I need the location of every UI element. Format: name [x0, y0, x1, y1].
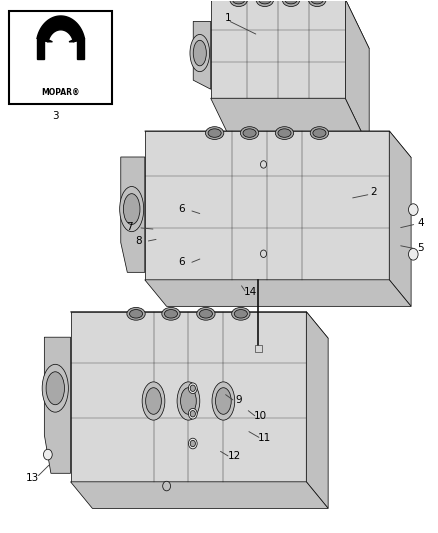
Ellipse shape — [215, 387, 231, 414]
Ellipse shape — [162, 308, 180, 320]
Text: 11: 11 — [258, 433, 272, 443]
Text: 7: 7 — [126, 222, 133, 232]
Text: 14: 14 — [244, 287, 257, 297]
Text: 5: 5 — [417, 243, 424, 253]
Circle shape — [409, 248, 418, 260]
Ellipse shape — [233, 0, 245, 4]
Circle shape — [188, 408, 197, 419]
Circle shape — [162, 481, 170, 491]
Ellipse shape — [311, 0, 323, 4]
Polygon shape — [71, 312, 328, 338]
Ellipse shape — [190, 35, 210, 71]
Text: MOPAR®: MOPAR® — [42, 88, 80, 97]
Text: 13: 13 — [25, 473, 39, 483]
Text: 2: 2 — [371, 187, 377, 197]
Ellipse shape — [142, 382, 165, 420]
Ellipse shape — [313, 129, 326, 138]
Circle shape — [190, 410, 195, 417]
Ellipse shape — [276, 127, 293, 140]
Polygon shape — [145, 131, 411, 158]
Ellipse shape — [42, 365, 68, 412]
Ellipse shape — [177, 382, 200, 420]
Ellipse shape — [120, 187, 144, 232]
Polygon shape — [145, 280, 411, 306]
Circle shape — [261, 250, 267, 257]
Ellipse shape — [310, 127, 328, 140]
Polygon shape — [44, 337, 71, 473]
Polygon shape — [121, 157, 145, 272]
Text: 6: 6 — [179, 257, 185, 267]
Ellipse shape — [208, 129, 221, 138]
Polygon shape — [306, 312, 328, 508]
Bar — [10, 11, 112, 104]
Ellipse shape — [212, 382, 235, 420]
Bar — [255, 345, 262, 352]
Text: 4: 4 — [417, 218, 424, 228]
Polygon shape — [69, 38, 85, 42]
Polygon shape — [211, 0, 369, 49]
Ellipse shape — [240, 127, 259, 140]
Polygon shape — [71, 312, 306, 482]
Text: 1: 1 — [224, 13, 231, 23]
Ellipse shape — [308, 0, 326, 6]
Text: 9: 9 — [235, 395, 242, 406]
Ellipse shape — [232, 308, 250, 320]
Ellipse shape — [259, 0, 271, 4]
Text: 12: 12 — [228, 451, 241, 461]
Ellipse shape — [285, 0, 297, 4]
Polygon shape — [211, 0, 345, 98]
Ellipse shape — [243, 129, 256, 138]
Ellipse shape — [180, 387, 196, 414]
Circle shape — [190, 440, 195, 447]
Text: 10: 10 — [254, 411, 267, 422]
Polygon shape — [211, 98, 369, 148]
Ellipse shape — [130, 310, 143, 318]
Polygon shape — [71, 482, 328, 508]
Ellipse shape — [124, 193, 140, 224]
Ellipse shape — [234, 310, 247, 318]
Circle shape — [43, 449, 52, 460]
Ellipse shape — [256, 0, 274, 6]
Circle shape — [409, 204, 418, 215]
Circle shape — [188, 383, 197, 393]
Circle shape — [190, 385, 195, 391]
Polygon shape — [345, 0, 369, 148]
Text: 8: 8 — [135, 236, 141, 246]
Ellipse shape — [164, 310, 177, 318]
Polygon shape — [37, 38, 53, 42]
Ellipse shape — [193, 41, 206, 66]
Text: 6: 6 — [179, 204, 185, 214]
Ellipse shape — [146, 387, 161, 414]
Ellipse shape — [199, 310, 212, 318]
Circle shape — [188, 438, 197, 449]
Polygon shape — [37, 38, 44, 59]
Ellipse shape — [197, 308, 215, 320]
Circle shape — [261, 161, 267, 168]
Ellipse shape — [127, 308, 145, 320]
Ellipse shape — [278, 129, 291, 138]
Ellipse shape — [205, 127, 224, 140]
Polygon shape — [145, 131, 389, 280]
Polygon shape — [389, 131, 411, 306]
Text: 3: 3 — [52, 111, 59, 121]
Ellipse shape — [283, 0, 300, 6]
Ellipse shape — [46, 372, 64, 405]
Ellipse shape — [230, 0, 247, 6]
Polygon shape — [193, 21, 211, 89]
Polygon shape — [37, 16, 85, 42]
Polygon shape — [78, 38, 85, 59]
